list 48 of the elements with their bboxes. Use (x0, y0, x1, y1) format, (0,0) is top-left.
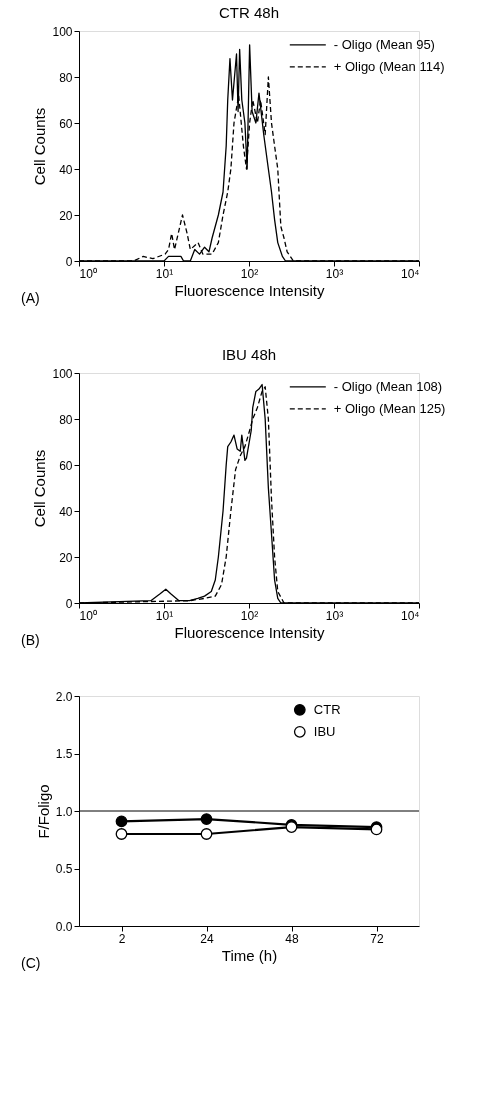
y-tick-label: 100 (52, 366, 73, 381)
y-tick-label: 0 (65, 254, 73, 269)
y-tick-label: 40 (59, 162, 73, 177)
y-tick-label: 60 (59, 458, 73, 473)
x-tick-label: 10³ (325, 608, 344, 623)
x-tick-label: 10³ (325, 266, 344, 281)
y-tick-label: 40 (59, 504, 73, 519)
y-tick-label: 1.0 (55, 804, 73, 819)
y-tick-label: 0.5 (55, 862, 73, 876)
x-tick-label: 10⁴ (400, 266, 420, 281)
x-tick-label: 10⁰ (79, 266, 97, 281)
y-tick-label: 2.0 (55, 689, 73, 704)
x-axis-title: Fluorescence Intensity (174, 623, 326, 641)
legend-label: IBU (313, 723, 336, 739)
x-tick-label: 10⁴ (400, 608, 420, 623)
y-tick-label: 60 (59, 116, 73, 131)
y-axis-title: Cell Counts (31, 449, 49, 528)
text: (C) (21, 955, 41, 971)
x-tick-label: 72 (370, 931, 384, 946)
y-tick-label: 80 (59, 412, 73, 427)
x-tick-label: 10¹ (155, 608, 174, 623)
x-tick-label: 10² (240, 266, 259, 281)
y-tick-label: 20 (59, 208, 73, 223)
legend-label: - Oligo (Mean 108) (333, 378, 443, 394)
x-tick-label: 10¹ (155, 266, 174, 281)
y-tick-label: 100 (52, 24, 73, 39)
y-axis-title: F/Foligo (34, 784, 52, 839)
x-axis-title: Time (h) (221, 946, 278, 964)
y-tick-label: 0 (65, 596, 73, 611)
x-tick-label: 10⁰ (79, 608, 97, 623)
y-tick-label: 0.0 (55, 919, 73, 934)
chart-title: CTR 48h (218, 4, 280, 21)
legend-label: + Oligo (Mean 114) (333, 58, 445, 74)
x-tick-label: 2 (118, 931, 126, 946)
x-tick-label: 48 (285, 931, 299, 946)
chart-title: IBU 48h (221, 346, 277, 363)
y-axis-title: Cell Counts (31, 107, 49, 186)
x-tick-label: 24 (200, 931, 214, 946)
text: (B) (21, 632, 40, 648)
legend-label: - Oligo (Mean 95) (333, 36, 435, 52)
y-tick-label: 1.5 (55, 747, 73, 761)
y-tick-label: 20 (59, 550, 73, 565)
x-tick-label: 10² (240, 608, 259, 623)
y-tick-label: 80 (59, 70, 73, 85)
legend-label: + Oligo (Mean 125) (333, 400, 446, 416)
legend-label: CTR (313, 701, 341, 717)
text: (A) (21, 290, 40, 306)
x-axis-title: Fluorescence Intensity (174, 281, 326, 299)
